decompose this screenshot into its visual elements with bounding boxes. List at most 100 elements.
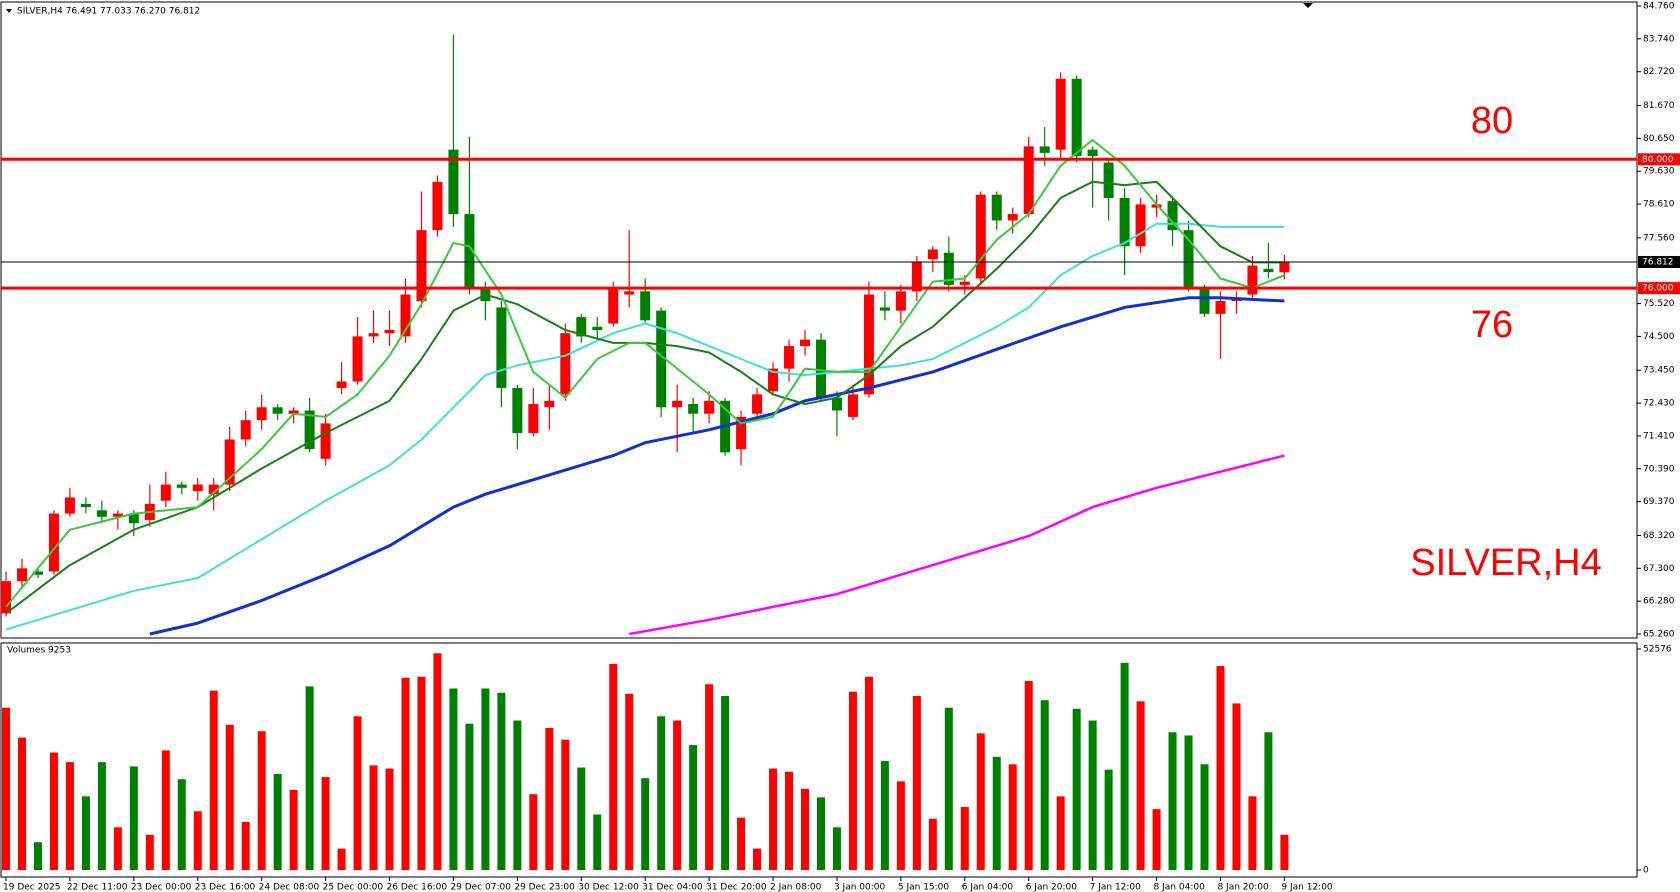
candle-body bbox=[1023, 146, 1034, 215]
y-tick-label: 69.370 bbox=[1643, 497, 1675, 507]
x-tick-label: 30 Dec 12:00 bbox=[578, 883, 639, 892]
candle-body bbox=[272, 407, 283, 414]
candle-body bbox=[1279, 261, 1290, 273]
candle-body bbox=[240, 420, 251, 440]
candle-body bbox=[288, 410, 299, 414]
volume-bar bbox=[848, 691, 857, 870]
volume-bar bbox=[896, 781, 905, 870]
y-tick-label: 77.560 bbox=[1643, 233, 1675, 243]
volume-bar bbox=[257, 731, 266, 870]
volume-bar bbox=[113, 827, 122, 870]
volume-bar bbox=[1216, 666, 1225, 870]
volume-bar bbox=[1232, 703, 1241, 870]
candle-body bbox=[112, 513, 123, 517]
level-label: 76.812 bbox=[1642, 257, 1674, 267]
annotation: 76 bbox=[1471, 304, 1513, 346]
volume-bar bbox=[417, 676, 426, 870]
price-panel bbox=[0, 1, 1638, 639]
candle-body bbox=[1215, 300, 1226, 314]
candle-body bbox=[943, 252, 954, 285]
volume-bar bbox=[912, 695, 921, 870]
volume-bar bbox=[641, 778, 650, 870]
volume-bar bbox=[465, 723, 474, 870]
candle-body bbox=[1007, 214, 1018, 221]
volume-bar bbox=[1200, 764, 1209, 870]
volume-title: Volumes 9253 bbox=[7, 646, 71, 656]
candle-body bbox=[1055, 78, 1066, 150]
candle-body bbox=[336, 381, 347, 388]
candle-body bbox=[256, 407, 267, 421]
candle-body bbox=[528, 404, 539, 434]
candle-body bbox=[368, 333, 379, 337]
x-tick-label: 19 Dec 2025 bbox=[3, 883, 61, 892]
volume-bar bbox=[433, 653, 442, 870]
annotation: 80 bbox=[1471, 100, 1513, 142]
y-tick-label: 68.320 bbox=[1643, 531, 1675, 541]
candle-body bbox=[624, 291, 635, 295]
candle-body bbox=[1199, 288, 1210, 314]
volume-bar bbox=[753, 848, 762, 870]
moving-average bbox=[5, 222, 1285, 631]
shift-marker bbox=[1303, 3, 1313, 8]
volume-bar bbox=[976, 733, 985, 870]
y-tick-label: 65.260 bbox=[1643, 630, 1675, 640]
axes: 84.760 83.740 82.720 81.670 80.650 79.630 78.6… bbox=[3, 2, 1680, 892]
volume-bar bbox=[17, 737, 26, 870]
volume-bar bbox=[816, 797, 825, 870]
x-tick-label: 3 Jan 00:00 bbox=[834, 883, 886, 892]
volume-bar bbox=[337, 848, 346, 870]
level-label: 80.000 bbox=[1642, 155, 1674, 165]
volume-bar bbox=[401, 677, 410, 870]
candle-body bbox=[1151, 204, 1162, 208]
candle-body bbox=[704, 400, 715, 414]
candle-body bbox=[512, 387, 523, 434]
candle-body bbox=[927, 249, 938, 260]
volume-bar bbox=[1280, 834, 1289, 870]
x-tick-label: 31 Dec 20:00 bbox=[706, 883, 767, 892]
volume-bar bbox=[49, 752, 58, 870]
level-label: 76.000 bbox=[1642, 284, 1674, 294]
volume-bar bbox=[241, 821, 250, 870]
volume-bar bbox=[449, 688, 458, 870]
candle-body bbox=[815, 339, 826, 398]
candle-body bbox=[863, 294, 874, 395]
moving-average bbox=[5, 139, 1285, 608]
y-tick-label: 75.520 bbox=[1643, 299, 1675, 309]
candle-body bbox=[352, 336, 363, 382]
candle-body bbox=[48, 513, 59, 572]
candle-body bbox=[400, 294, 411, 337]
volume-bar bbox=[721, 695, 730, 870]
candle-body bbox=[224, 439, 235, 485]
volume-bar bbox=[177, 779, 186, 870]
candle-body bbox=[32, 571, 43, 575]
candle-body bbox=[768, 368, 779, 392]
candle-body bbox=[1087, 149, 1098, 157]
candle-body bbox=[64, 497, 75, 514]
y-tick-label: 80.650 bbox=[1643, 134, 1675, 144]
candle-body bbox=[911, 262, 922, 292]
volume-bar bbox=[1008, 764, 1017, 870]
x-tick-label: 22 Dec 11:00 bbox=[67, 883, 128, 892]
candle-body bbox=[752, 394, 763, 414]
candle-body bbox=[1135, 204, 1146, 247]
volume-bar bbox=[737, 817, 746, 870]
candle-body bbox=[128, 513, 139, 524]
volume-bar bbox=[1264, 732, 1273, 870]
y-tick-label: 81.670 bbox=[1643, 101, 1675, 111]
volume-bar bbox=[1168, 732, 1177, 870]
candle-body bbox=[1103, 162, 1114, 198]
volume-plot bbox=[2, 653, 1289, 870]
level-label-box bbox=[1638, 282, 1680, 295]
volume-bar bbox=[593, 814, 602, 870]
volume-bar bbox=[305, 686, 314, 870]
x-tick-label: 25 Dec 00:00 bbox=[323, 883, 384, 892]
y-tick-label: 66.280 bbox=[1643, 597, 1675, 607]
level-label-box bbox=[1638, 153, 1680, 166]
volume-bar bbox=[1024, 681, 1033, 870]
x-tick-label: 2 Jan 08:00 bbox=[770, 883, 822, 892]
y-tick-label: 67.300 bbox=[1643, 564, 1675, 574]
volume-bar bbox=[625, 693, 634, 870]
volume-bar bbox=[1056, 796, 1065, 870]
volume-bar bbox=[33, 842, 42, 870]
